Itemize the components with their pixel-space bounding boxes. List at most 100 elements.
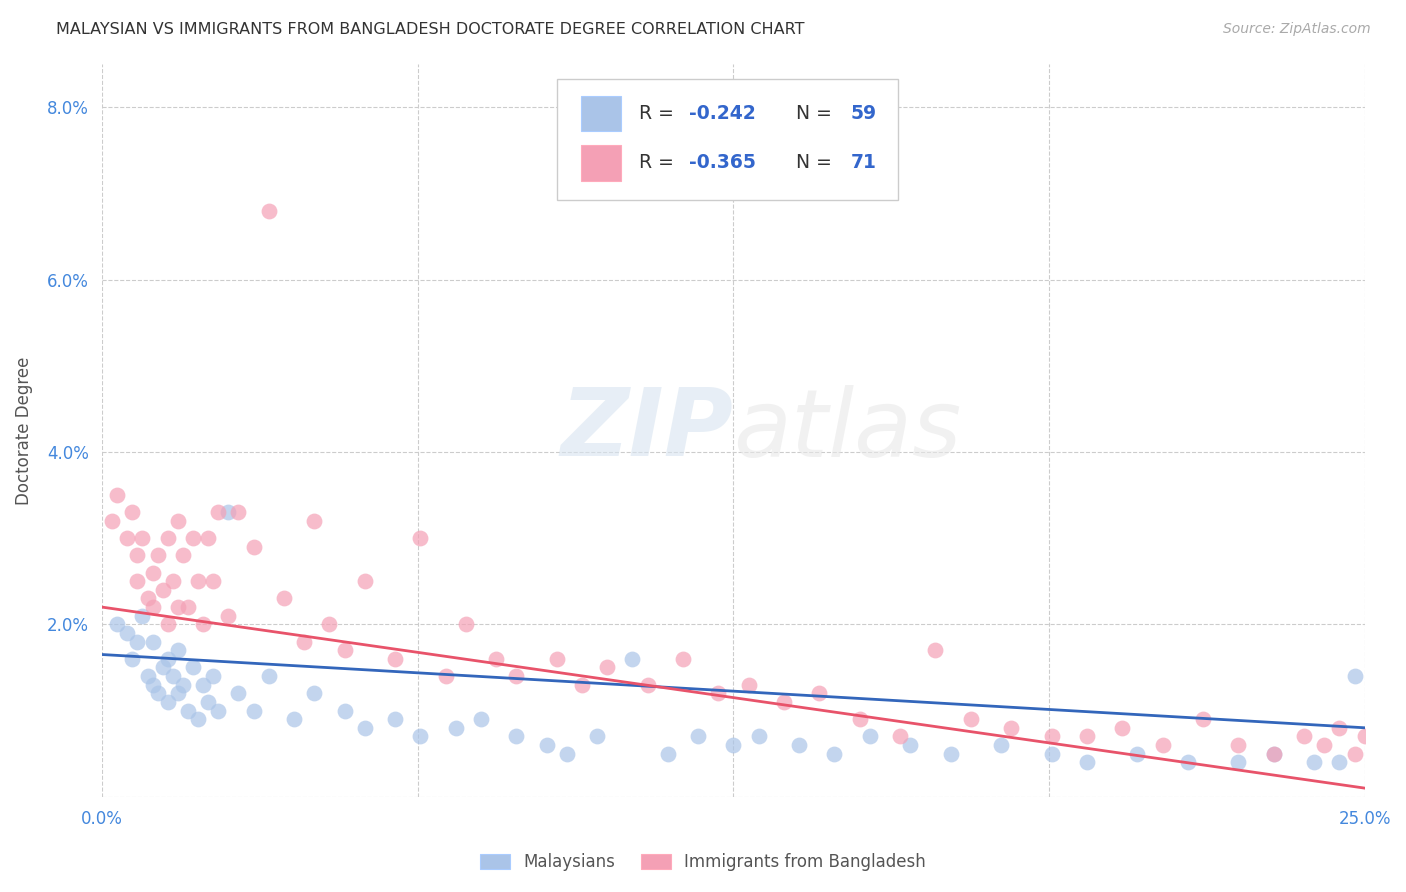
Point (723, 738, 745, 752)
Point (142, 566, 165, 580)
Point (181, 660, 204, 674)
Point (889, 730, 911, 744)
Point (302, 686, 325, 700)
Point (257, 669, 280, 683)
Point (657, 747, 679, 761)
Point (105, 488, 128, 502)
Point (117, 531, 139, 545)
Point (318, 617, 340, 632)
Point (136, 591, 159, 606)
Point (505, 669, 527, 683)
Point (485, 652, 508, 666)
Point (1364, 738, 1386, 752)
Point (146, 686, 169, 700)
Point (808, 686, 831, 700)
Point (353, 721, 375, 735)
Point (444, 721, 467, 735)
Point (105, 617, 128, 632)
Point (353, 574, 375, 589)
Point (202, 669, 225, 683)
Point (202, 574, 225, 589)
Point (152, 660, 174, 674)
Point (187, 574, 209, 589)
Point (191, 617, 214, 632)
Point (117, 626, 139, 640)
Point (748, 730, 770, 744)
Point (142, 600, 165, 615)
Point (1126, 747, 1149, 761)
Point (1192, 712, 1215, 726)
FancyBboxPatch shape (557, 78, 897, 200)
Point (283, 712, 305, 726)
Point (1227, 738, 1250, 752)
Point (1263, 747, 1285, 761)
Point (207, 704, 229, 718)
Point (1343, 669, 1365, 683)
Point (136, 669, 159, 683)
Point (333, 643, 356, 657)
Point (596, 660, 619, 674)
Point (127, 634, 149, 648)
Legend: Malaysians, Immigrants from Bangladesh: Malaysians, Immigrants from Bangladesh (472, 845, 934, 880)
Point (228, 505, 250, 519)
Point (292, 634, 315, 648)
Point (637, 678, 659, 692)
Point (409, 531, 432, 545)
Point (131, 531, 153, 545)
FancyBboxPatch shape (581, 145, 621, 180)
Point (1263, 747, 1285, 761)
Point (787, 738, 810, 752)
Point (257, 203, 280, 218)
Point (898, 738, 921, 752)
Point (187, 712, 209, 726)
Point (242, 540, 264, 554)
Point (162, 669, 184, 683)
Point (1076, 730, 1098, 744)
Text: R =: R = (638, 103, 679, 122)
Point (207, 505, 229, 519)
Point (172, 678, 194, 692)
Point (1177, 756, 1199, 770)
Point (939, 747, 962, 761)
Point (156, 652, 179, 666)
Text: 71: 71 (851, 153, 877, 172)
Point (166, 686, 188, 700)
Point (434, 669, 457, 683)
Text: atlas: atlas (734, 385, 962, 476)
Point (166, 643, 188, 657)
Point (156, 695, 179, 709)
Text: R =: R = (638, 153, 679, 172)
Point (156, 617, 179, 632)
Text: 59: 59 (851, 103, 877, 122)
Point (146, 549, 169, 563)
Text: -0.365: -0.365 (689, 153, 756, 172)
Point (848, 712, 870, 726)
Point (1329, 756, 1351, 770)
Point (152, 582, 174, 597)
Point (1040, 730, 1063, 744)
Point (773, 695, 796, 709)
Point (197, 695, 219, 709)
Point (217, 608, 239, 623)
Point (302, 514, 325, 528)
Point (142, 678, 165, 692)
Point (1303, 756, 1326, 770)
Point (156, 531, 179, 545)
FancyBboxPatch shape (581, 95, 621, 131)
Point (672, 652, 695, 666)
Point (1329, 721, 1351, 735)
Point (1152, 738, 1174, 752)
Point (191, 678, 214, 692)
Point (546, 652, 568, 666)
Point (181, 531, 204, 545)
Point (217, 505, 239, 519)
Point (409, 730, 432, 744)
Text: ZIP: ZIP (561, 384, 734, 476)
Point (177, 600, 200, 615)
Point (571, 678, 593, 692)
Point (990, 738, 1012, 752)
Point (131, 608, 153, 623)
Point (172, 549, 194, 563)
Text: N =: N = (785, 153, 838, 172)
Point (162, 574, 184, 589)
